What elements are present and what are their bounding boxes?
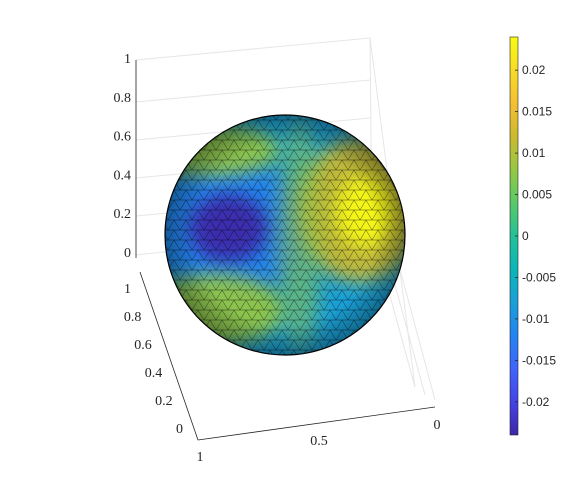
colorbar: -0.02 -0.015 -0.01 -0.005 0 0.005 0.01 0.015 0.0…	[509, 36, 556, 436]
colorbar-ticks: -0.02 -0.015 -0.01 -0.005 0 0.005 0.01 0.015 0.0…	[515, 63, 556, 409]
colorbar-tick-label: 0	[522, 229, 529, 243]
colorbar-tick-label: 0.02	[522, 63, 546, 77]
colorbar-tick-label: -0.015	[522, 353, 556, 367]
x-tick-label: 0	[434, 418, 441, 433]
x-tick-label: 0.5	[310, 434, 328, 449]
z-tick-label: 0.4	[114, 168, 132, 183]
axis-lines	[135, 60, 436, 441]
sphere-surface	[164, 114, 406, 356]
y-tick-label: 0.6	[134, 338, 152, 353]
z-tick-label: 0	[124, 246, 131, 261]
z-tick-label: 0.6	[114, 130, 132, 145]
y-tick-label: 1	[124, 282, 131, 297]
z-tick-label: 1	[124, 52, 131, 67]
z-tick-label: 0.8	[114, 91, 132, 106]
y-tick-label: 0	[176, 422, 183, 437]
y-axis-ticks: 00.2 0.4 0.6 0.8 1	[124, 282, 183, 437]
colorbar-tick-label: -0.01	[522, 312, 550, 326]
colorbar-tick-label: -0.005	[522, 270, 556, 284]
colorbar-tick-label: 0.015	[522, 105, 552, 119]
y-tick-label: 0.4	[145, 366, 163, 381]
x-tick-label: 1	[197, 450, 204, 465]
z-tick-label: 0.2	[114, 207, 132, 222]
y-tick-label: 0.2	[155, 394, 173, 409]
colorbar-tick-label: -0.02	[522, 395, 550, 409]
z-axis-ticks: 0 0.2 0.4 0.6 0.8 1	[114, 52, 132, 261]
colorbar-tick-label: 0.01	[522, 146, 546, 160]
colorbar-tick-label: 0.005	[522, 188, 552, 202]
x-axis-ticks: 10.50	[197, 418, 441, 465]
y-tick-label: 0.8	[124, 310, 142, 325]
